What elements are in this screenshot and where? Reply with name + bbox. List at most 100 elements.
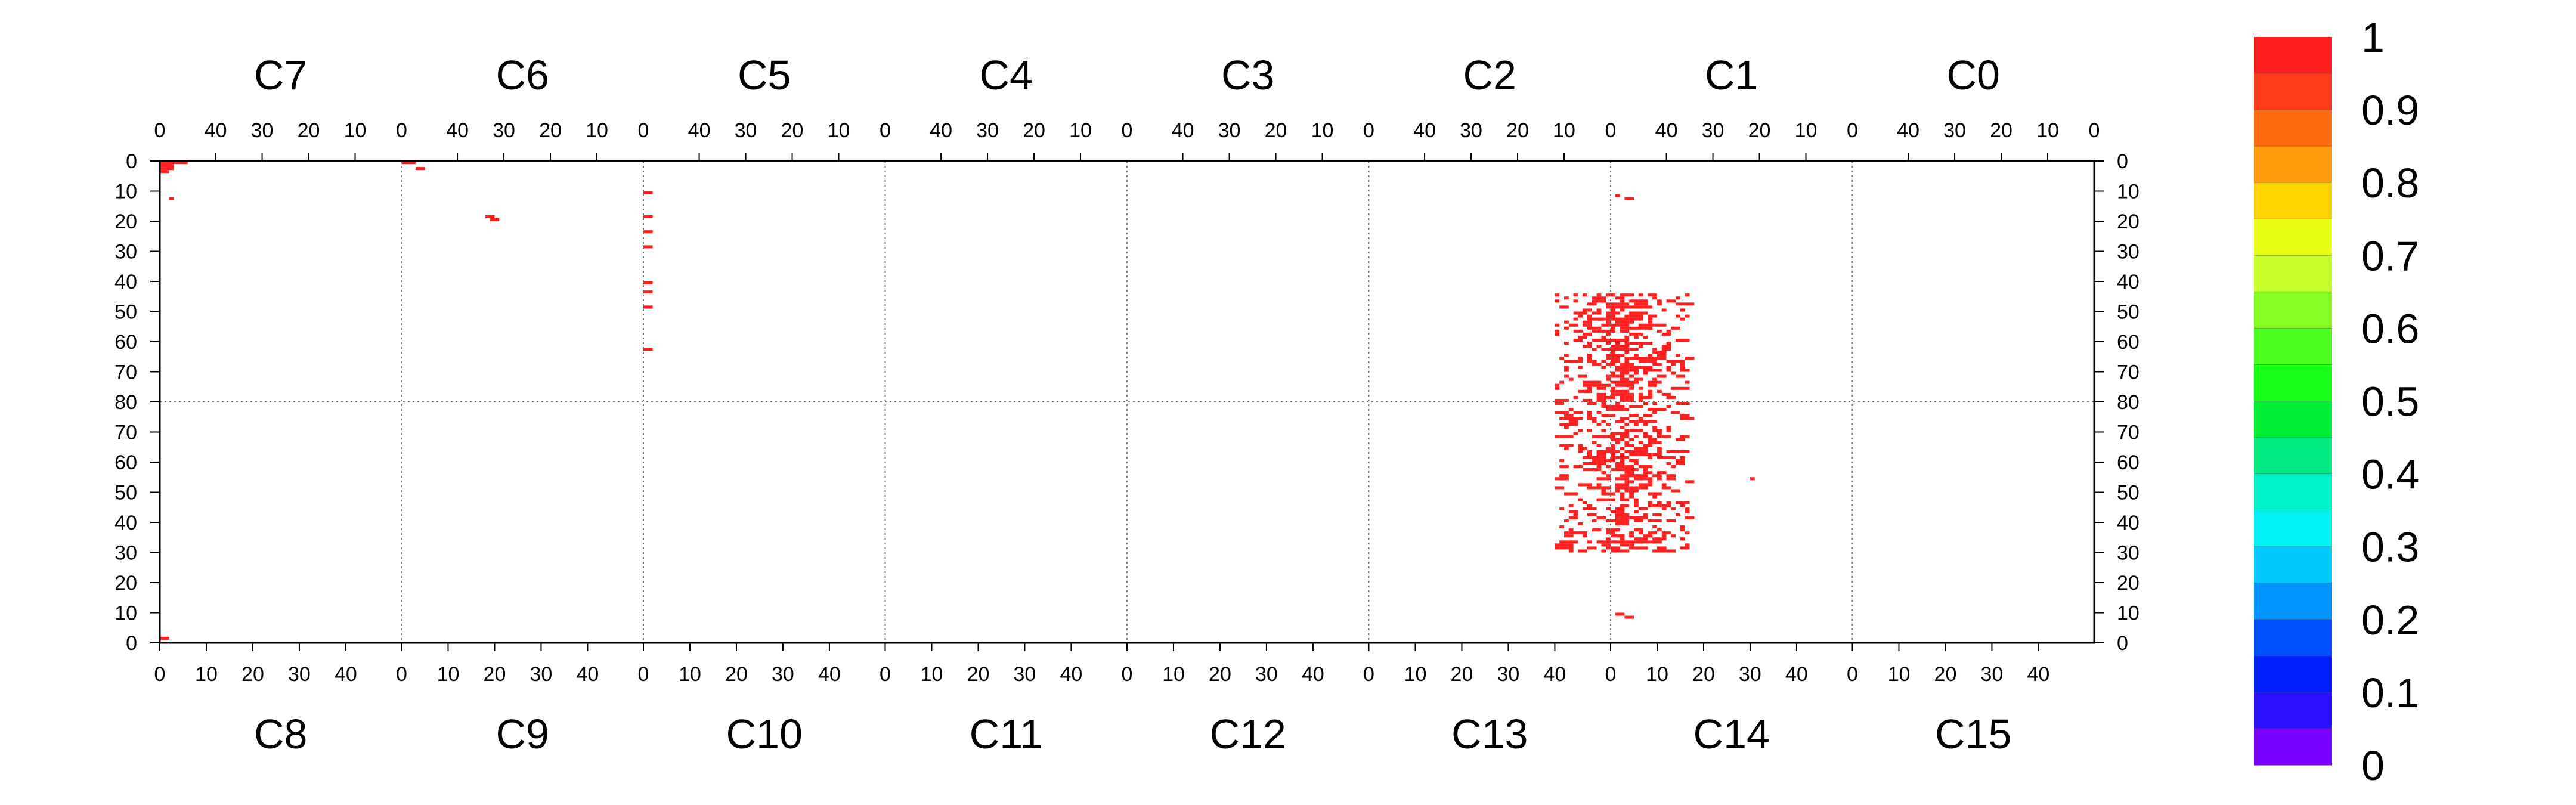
hit-cell bbox=[1648, 342, 1653, 345]
hit-cell bbox=[1592, 456, 1602, 459]
hit-cell bbox=[1657, 354, 1667, 357]
chip-label-c13: C13 bbox=[1451, 711, 1528, 757]
hit-cell bbox=[1596, 317, 1602, 321]
hit-cell bbox=[1606, 348, 1615, 351]
hit-cell bbox=[1596, 423, 1602, 426]
hit-cell bbox=[1633, 498, 1639, 501]
hit-cell bbox=[1592, 420, 1597, 423]
hit-cell bbox=[1620, 299, 1625, 303]
hit-cell bbox=[1615, 357, 1620, 360]
hit-cell bbox=[1615, 468, 1620, 472]
hit-cell bbox=[1624, 329, 1630, 333]
hit-cell bbox=[1611, 308, 1615, 312]
color-scale-label: 0.3 bbox=[2361, 524, 2419, 571]
color-scale-label: 0.1 bbox=[2361, 670, 2419, 716]
hit-cell bbox=[1648, 456, 1653, 459]
bottom-col-tick: 20 bbox=[242, 663, 264, 686]
hit-cell bbox=[1564, 414, 1574, 417]
hit-cell bbox=[1596, 483, 1602, 487]
hit-cell bbox=[1629, 317, 1634, 321]
hit-cell bbox=[1633, 414, 1639, 417]
hit-cell bbox=[1596, 386, 1602, 390]
hit-cell bbox=[1643, 486, 1648, 490]
hit-cell bbox=[1680, 360, 1685, 363]
color-scale-label: 0.2 bbox=[2361, 597, 2419, 643]
color-scale-segment bbox=[2254, 182, 2332, 219]
hit-cell bbox=[1611, 326, 1615, 330]
hit-cell bbox=[1661, 308, 1667, 312]
hit-cell bbox=[1587, 342, 1592, 345]
hit-cell bbox=[1611, 468, 1615, 472]
hit-cell bbox=[1671, 371, 1676, 375]
hit-cell bbox=[1611, 531, 1615, 535]
hit-cell bbox=[1629, 326, 1634, 330]
hit-cell bbox=[1615, 296, 1625, 300]
hit-cell bbox=[1596, 296, 1602, 300]
hit-cell bbox=[1596, 329, 1602, 333]
hit-cell bbox=[1596, 398, 1602, 402]
row-tick-label-right: 20 bbox=[2117, 210, 2140, 233]
hit-cell bbox=[1643, 420, 1648, 423]
hit-cell bbox=[1633, 314, 1639, 318]
bottom-col-tick: 0 bbox=[1122, 663, 1133, 686]
hit-cell bbox=[1559, 398, 1569, 402]
hit-cell bbox=[1648, 480, 1653, 484]
top-col-tick: 40 bbox=[1655, 119, 1678, 142]
hit-cell bbox=[1648, 501, 1653, 504]
bottom-col-tick: 40 bbox=[577, 663, 599, 686]
hit-cell bbox=[1601, 489, 1606, 493]
color-scale-segment bbox=[2254, 619, 2332, 657]
hit-cell bbox=[1657, 435, 1662, 438]
bottom-col-tick: 40 bbox=[335, 663, 357, 686]
hit-cell bbox=[1559, 525, 1565, 529]
hit-cell bbox=[1666, 329, 1671, 333]
row-tick-label-left: 20 bbox=[114, 572, 137, 595]
hit-cell bbox=[1611, 329, 1615, 333]
hit-cell bbox=[1611, 456, 1620, 459]
top-col-tick: 30 bbox=[976, 119, 999, 142]
hit-cell bbox=[1666, 531, 1671, 535]
hit-cell bbox=[1680, 435, 1690, 438]
hit-cell bbox=[1629, 299, 1639, 303]
hit-map bbox=[160, 161, 1755, 640]
hit-cell bbox=[1573, 293, 1578, 297]
hit-cell bbox=[1592, 348, 1597, 351]
row-tick-label-left: 30 bbox=[114, 542, 137, 565]
column-axis: 0 40 30 20 10 0 10 20 30 40 0 40 30 20 10 0 10 20 30 40 0 40 3… bbox=[154, 119, 2100, 686]
hit-cell bbox=[1657, 389, 1662, 393]
hit-cell bbox=[1592, 459, 1597, 462]
hit-cell bbox=[1666, 474, 1676, 478]
hit-cell bbox=[160, 161, 188, 165]
hit-cell bbox=[1587, 540, 1592, 544]
hit-cell bbox=[1615, 528, 1620, 532]
hit-cell bbox=[1606, 474, 1611, 478]
hit-cell bbox=[1611, 408, 1620, 411]
color-scale-segment bbox=[2254, 328, 2332, 365]
top-col-tick: 20 bbox=[1023, 119, 1045, 142]
top-col-tick: 10 bbox=[1553, 119, 1575, 142]
hit-cell bbox=[1620, 371, 1625, 375]
hit-cell bbox=[1638, 531, 1643, 535]
hit-cell bbox=[1643, 453, 1653, 456]
hit-cell bbox=[1611, 444, 1615, 447]
hit-cell bbox=[1615, 366, 1620, 369]
hit-cell bbox=[1680, 366, 1685, 369]
hit-cell bbox=[1652, 363, 1657, 366]
hit-cell bbox=[1615, 546, 1620, 550]
hit-cell bbox=[1611, 389, 1615, 393]
hit-cell bbox=[1633, 453, 1639, 456]
hit-cell bbox=[1624, 441, 1630, 444]
hit-cell bbox=[1633, 537, 1639, 541]
hit-cell bbox=[1601, 348, 1606, 351]
hit-cell bbox=[1657, 380, 1662, 384]
hit-cell bbox=[1657, 537, 1667, 541]
hit-cell bbox=[1601, 360, 1606, 363]
hit-cell bbox=[1633, 435, 1639, 438]
hit-cell bbox=[1629, 516, 1634, 519]
hit-cell bbox=[1633, 317, 1639, 321]
hit-cell bbox=[1657, 429, 1662, 432]
row-tick-label-right: 40 bbox=[2117, 271, 2140, 293]
bottom-col-tick: 30 bbox=[1981, 663, 2004, 686]
hit-cell bbox=[1564, 435, 1574, 438]
hit-cell bbox=[1648, 483, 1653, 487]
